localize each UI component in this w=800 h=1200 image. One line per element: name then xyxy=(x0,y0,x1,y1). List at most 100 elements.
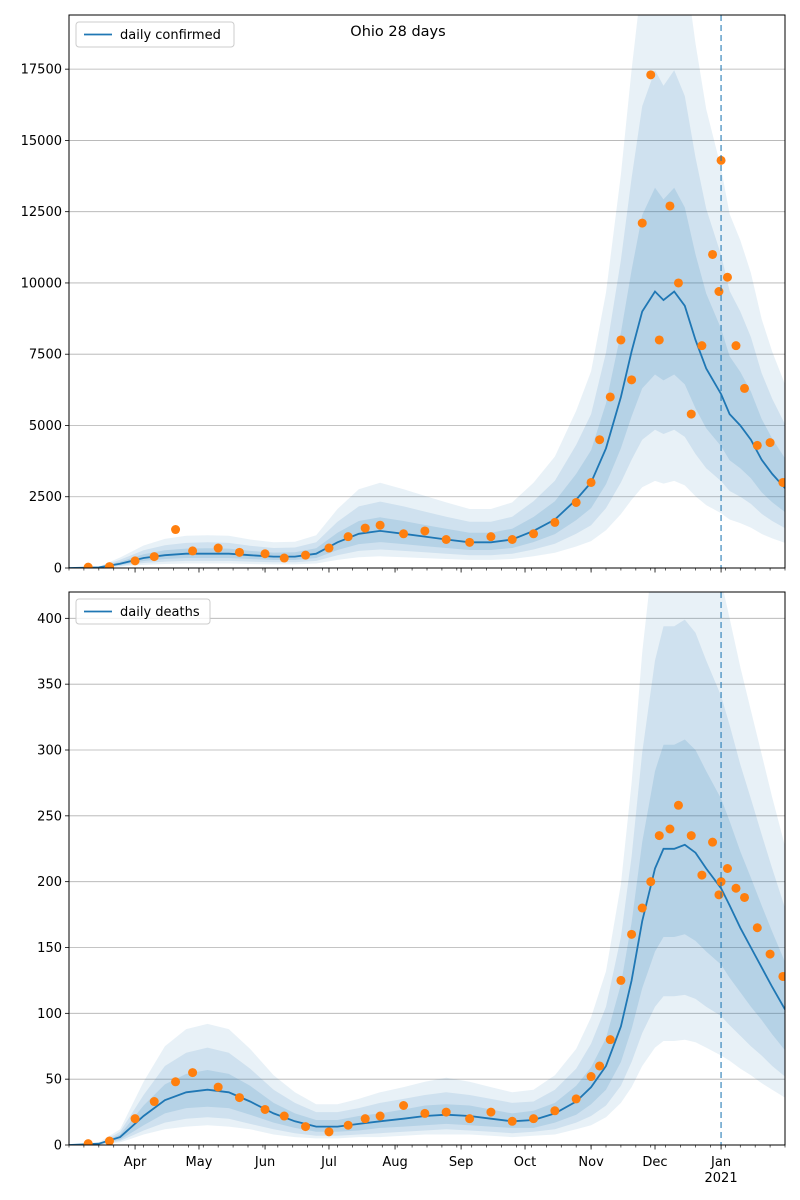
data-point xyxy=(571,1094,581,1104)
data-point xyxy=(571,497,581,507)
data-point xyxy=(586,1072,596,1082)
data-point xyxy=(324,543,334,553)
data-point xyxy=(301,1122,311,1132)
data-point xyxy=(529,529,539,539)
data-point xyxy=(234,547,244,557)
data-point xyxy=(234,1093,244,1103)
uncertainty-band-inner xyxy=(69,739,785,1145)
data-point xyxy=(722,864,732,873)
data-point xyxy=(731,883,741,893)
y-tick-label: 12500 xyxy=(21,205,62,220)
data-point xyxy=(673,800,683,810)
data-point xyxy=(441,534,451,544)
data-point xyxy=(637,218,647,228)
data-point xyxy=(627,929,637,939)
figure-title: Ohio 28 days xyxy=(350,24,445,40)
data-point xyxy=(343,1120,353,1130)
data-point xyxy=(616,975,626,985)
y-tick-label: 5000 xyxy=(29,419,62,434)
data-point xyxy=(486,532,496,542)
fitted-line xyxy=(69,843,785,1145)
data-point xyxy=(752,440,762,450)
x-tick-label: Jul xyxy=(320,1155,337,1170)
deaths-panel: 0 50 100 150 200 250 300 350 400 Apr May Jun Jul Aug S… xyxy=(37,591,786,1186)
data-point xyxy=(708,249,718,259)
data-point xyxy=(697,341,707,351)
data-point xyxy=(149,552,159,562)
data-point xyxy=(279,553,289,563)
data-point xyxy=(375,520,385,530)
data-point xyxy=(171,1077,181,1087)
y-tick-label: 15000 xyxy=(21,134,62,149)
data-point xyxy=(260,1104,270,1114)
data-point xyxy=(697,870,707,880)
data-point xyxy=(646,70,656,80)
legend-box xyxy=(75,21,235,48)
data-point xyxy=(149,1097,159,1107)
data-point xyxy=(83,1139,93,1145)
legend: daily deaths xyxy=(75,598,211,625)
data-point xyxy=(722,272,732,282)
data-point xyxy=(188,1068,198,1078)
data-point xyxy=(507,1116,517,1126)
uncertainty-band-middle xyxy=(69,619,785,1145)
y-tick-label: 2500 xyxy=(29,490,62,505)
data-point xyxy=(279,1111,289,1121)
data-point xyxy=(550,1106,560,1116)
legend-label: daily confirmed xyxy=(120,28,221,43)
data-point xyxy=(486,1107,496,1117)
x-tick-label: Sep xyxy=(449,1155,474,1170)
y-tick-label: 200 xyxy=(37,875,62,890)
data-point xyxy=(765,438,775,448)
y-tick-label: 400 xyxy=(37,612,62,627)
plot-area xyxy=(69,15,785,568)
legend-label: daily deaths xyxy=(120,605,200,620)
data-point xyxy=(605,392,615,402)
uncertainty-band-outer xyxy=(69,15,785,568)
x-tick-label: Aug xyxy=(382,1155,407,1170)
uncertainty-band-inner xyxy=(69,187,785,568)
x-tick-label: Apr xyxy=(124,1155,147,1170)
data-point xyxy=(507,534,517,544)
data-point xyxy=(586,477,596,487)
x-tick-label: Nov xyxy=(578,1155,604,1170)
y-tick-label: 250 xyxy=(37,809,62,824)
data-point xyxy=(778,971,785,981)
data-point xyxy=(616,335,626,345)
data-point xyxy=(731,341,741,351)
data-point xyxy=(213,1082,223,1092)
data-point xyxy=(529,1114,539,1124)
data-point xyxy=(637,903,647,913)
data-point xyxy=(324,1127,334,1137)
data-point xyxy=(130,1114,140,1124)
data-point xyxy=(360,523,370,533)
y-tick-label: 10000 xyxy=(21,276,62,291)
data-point xyxy=(595,1061,605,1071)
data-point xyxy=(171,525,181,535)
data-point xyxy=(375,1111,385,1121)
data-point xyxy=(686,831,696,841)
data-point xyxy=(686,409,696,419)
x-tick-label: Jan xyxy=(710,1155,731,1170)
data-point xyxy=(420,526,430,536)
data-point xyxy=(778,477,785,487)
data-point xyxy=(740,892,750,902)
data-point xyxy=(360,1114,370,1124)
data-point xyxy=(83,562,93,568)
y-tick-label: 100 xyxy=(37,1007,62,1022)
y-tick-label: 0 xyxy=(54,562,62,577)
data-point xyxy=(673,278,683,288)
x-tick-label: Jun xyxy=(254,1155,275,1170)
data-point xyxy=(595,435,605,445)
uncertainty-band-middle xyxy=(69,70,785,568)
y-tick-label: 0 xyxy=(54,1139,62,1154)
data-point xyxy=(301,550,311,560)
data-point xyxy=(708,837,718,847)
data-point xyxy=(665,824,675,834)
x-tick-label: Oct xyxy=(514,1155,536,1170)
data-point xyxy=(627,375,637,385)
data-point xyxy=(665,201,675,211)
legend-box xyxy=(75,598,211,625)
data-point xyxy=(260,549,270,559)
